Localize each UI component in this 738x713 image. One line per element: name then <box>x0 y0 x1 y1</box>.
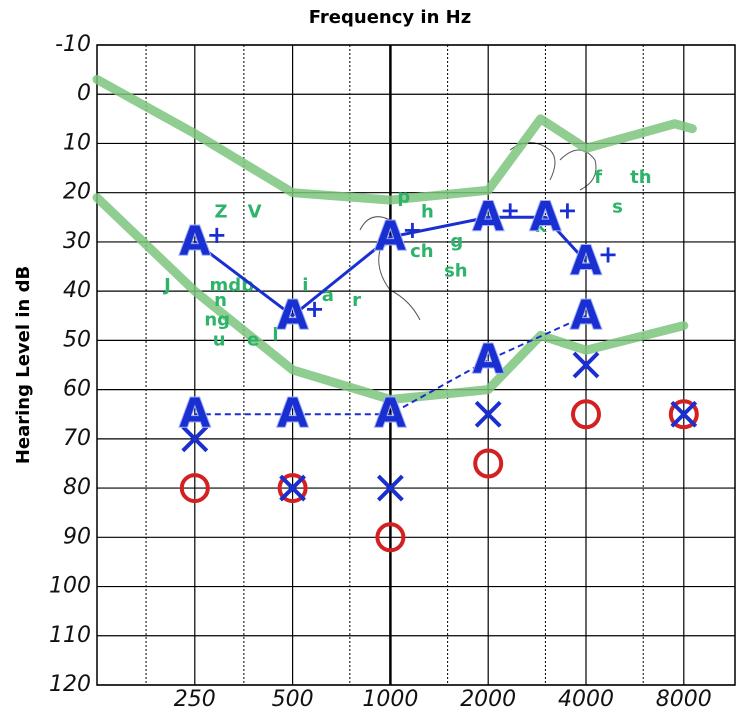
circle-marker <box>473 448 504 479</box>
phoneme-label: sh <box>444 260 468 281</box>
y-tick-label: 20 <box>63 180 91 205</box>
x-tick-label: 1000 <box>362 687 418 712</box>
y-tick-label: 40 <box>63 278 91 303</box>
cross-marker <box>572 351 600 379</box>
cross-marker <box>181 425 209 453</box>
cross-marker <box>376 474 404 502</box>
x-tick-label: 2000 <box>460 687 516 712</box>
x-tick-label: 500 <box>272 687 314 712</box>
aided-marker: A <box>179 391 210 437</box>
series-line <box>194 314 587 416</box>
aided-marker: A <box>571 293 602 339</box>
aided-marker: A <box>277 293 308 339</box>
phoneme-label: u <box>213 329 226 350</box>
y-tick-label: 10 <box>63 130 91 155</box>
phoneme-label: V <box>248 201 262 222</box>
phoneme-label: s <box>612 196 623 217</box>
cross-marker <box>474 400 502 428</box>
phoneme-label: i <box>302 275 308 296</box>
y-axis-label: Hearing Level in dB <box>13 266 34 464</box>
y-tick-label: 90 <box>63 524 91 549</box>
phoneme-label: ng <box>204 310 230 331</box>
aided-suffix: + <box>402 216 422 244</box>
circle-marker <box>570 399 601 430</box>
speech-banana-edge <box>92 74 697 205</box>
y-tick-label: 50 <box>63 327 91 352</box>
phoneme-label: k <box>535 216 548 237</box>
phoneme-label: h <box>421 201 434 222</box>
phoneme-label: f <box>594 167 602 188</box>
y-tick-label: 100 <box>49 574 91 599</box>
aided-suffix: + <box>207 221 227 249</box>
aided-marker: A <box>375 214 406 260</box>
aided-marker: A <box>473 194 504 240</box>
aided-suffix: + <box>598 241 618 269</box>
face-sketch <box>359 216 421 321</box>
aided-marker: A <box>530 194 561 240</box>
aided-marker: A <box>473 337 504 383</box>
aided-marker: A <box>571 239 602 285</box>
phoneme-label: n <box>214 290 227 311</box>
circle-marker <box>179 473 210 504</box>
y-tick-label: 120 <box>49 672 91 697</box>
aided-suffix: + <box>557 196 577 224</box>
y-tick-label: 80 <box>63 475 91 500</box>
circle-marker <box>668 399 699 430</box>
aided-marker: A <box>277 391 308 437</box>
x-tick-label: 4000 <box>558 687 614 712</box>
x-tick-label: 8000 <box>656 687 712 712</box>
plot-frame <box>96 44 736 686</box>
phoneme-label: e <box>247 329 259 350</box>
circle-marker <box>375 522 406 553</box>
phoneme-label: Z <box>214 201 227 222</box>
y-tick-label: 30 <box>63 229 91 254</box>
phoneme-label: mdb <box>210 275 255 296</box>
aided-suffix: + <box>305 295 325 323</box>
y-tick-label: 60 <box>63 377 91 402</box>
y-tick-label: 110 <box>49 623 91 648</box>
chart-title: Frequency in Hz <box>309 7 471 28</box>
speech-banana-edge <box>92 193 689 404</box>
y-tick-label: 70 <box>63 426 91 451</box>
phoneme-label: th <box>630 167 651 188</box>
cross-marker <box>279 474 307 502</box>
y-tick-label: 0 <box>77 81 91 106</box>
phoneme-label: J <box>162 275 171 296</box>
y-tick-label: -10 <box>55 32 91 57</box>
phoneme-label: ch <box>410 241 433 262</box>
circle-marker <box>277 473 308 504</box>
phoneme-label: g <box>450 231 463 252</box>
phoneme-label: r <box>352 290 361 311</box>
x-tick-label: 250 <box>174 687 216 712</box>
aided-marker: A <box>375 391 406 437</box>
aided-suffix: + <box>500 196 520 224</box>
aided-marker: A <box>179 219 210 265</box>
series-line <box>193 215 588 318</box>
cross-marker <box>670 400 698 428</box>
phoneme-label: l <box>272 324 278 345</box>
phoneme-label: p <box>397 187 410 208</box>
